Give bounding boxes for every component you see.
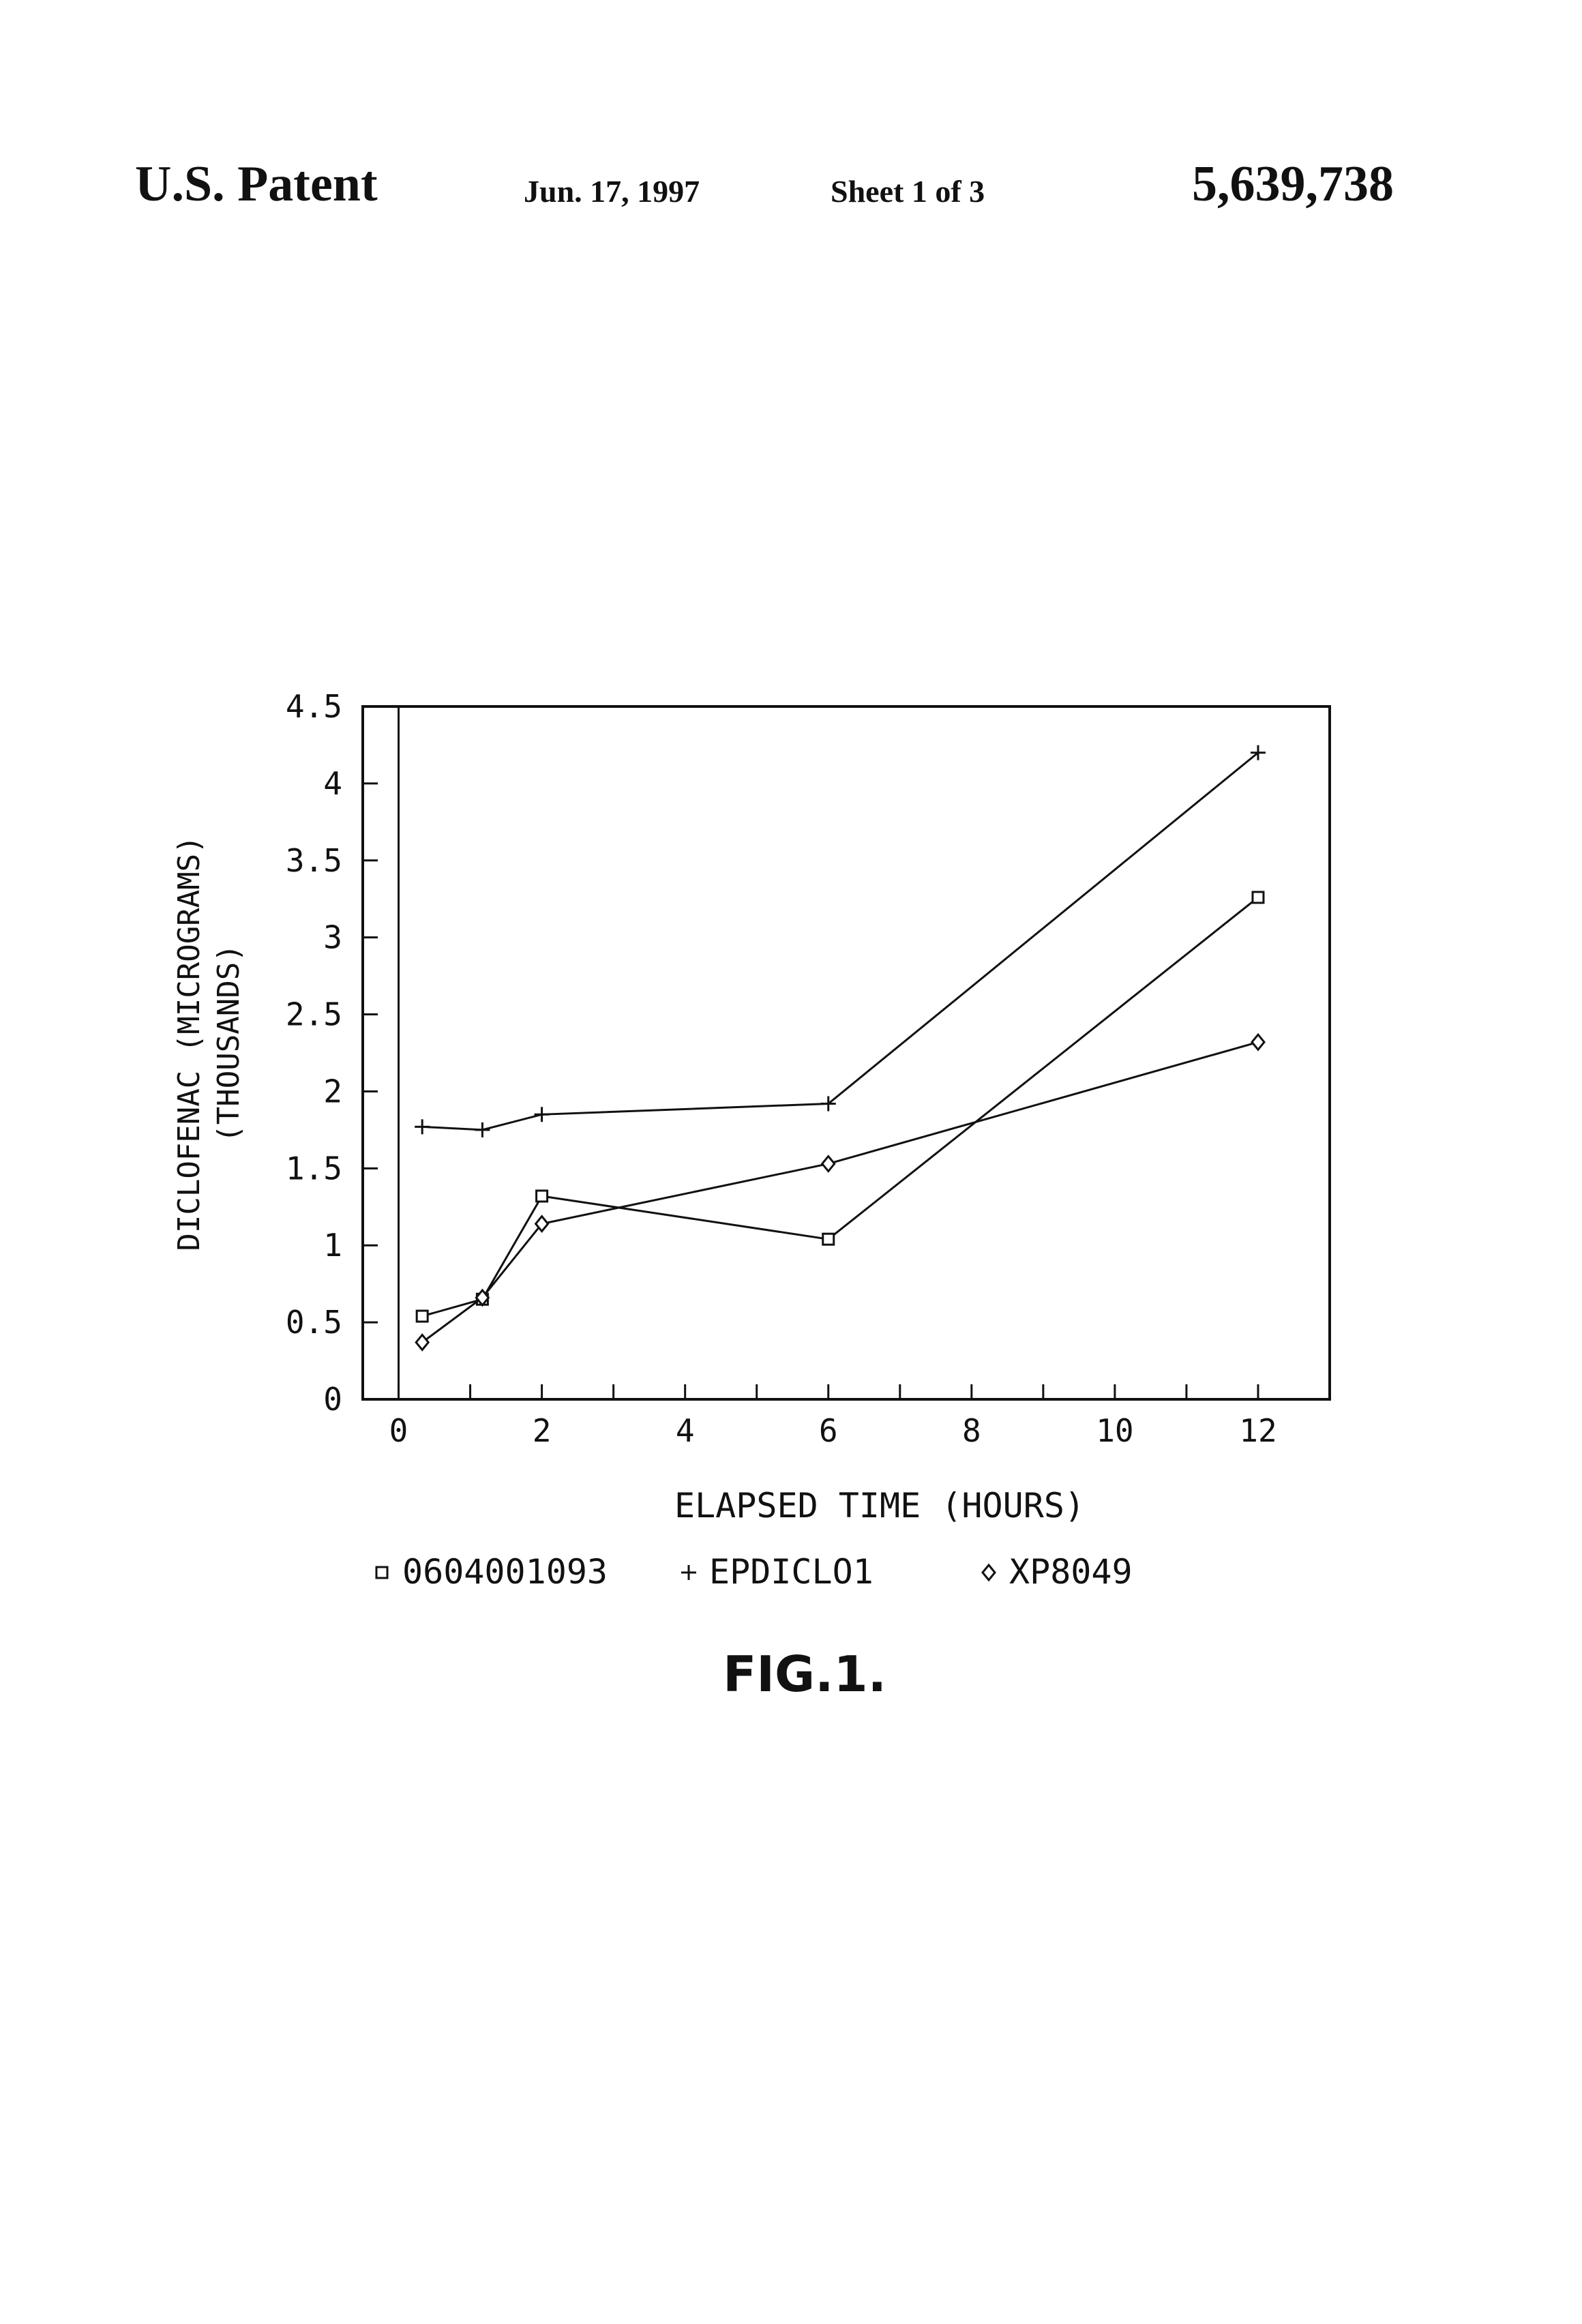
chart-legend: 0604001093 EPDICLO1 XP8049: [376, 1552, 1133, 1592]
y-tick-label: 1: [323, 1227, 342, 1264]
x-tick-label: 8: [962, 1412, 981, 1449]
data-point-diamond: [1252, 1034, 1264, 1049]
x-axis-label: ELAPSED TIME (HOURS): [674, 1486, 1085, 1525]
y-tick-label: 4: [323, 765, 342, 802]
y-tick-label: 0: [323, 1381, 342, 1418]
data-point-square: [537, 1191, 548, 1202]
x-tick-label: 12: [1239, 1412, 1277, 1449]
y-tick-label: 4.5: [286, 688, 342, 725]
legend-marker-plus: [681, 1565, 696, 1580]
x-tick-label: 4: [676, 1412, 695, 1449]
y-tick-label: 1.5: [286, 1150, 342, 1187]
data-point-plus: [535, 1107, 550, 1122]
data-point-square: [1253, 892, 1264, 903]
legend-marker-diamond: [983, 1565, 995, 1580]
legend-label: XP8049: [1009, 1552, 1133, 1592]
data-point-plus: [475, 1122, 490, 1137]
data-point-square: [417, 1311, 428, 1322]
data-point-diamond: [822, 1157, 835, 1172]
chart-series: [415, 745, 1266, 1350]
plot-frame: [363, 706, 1330, 1399]
legend-label: EPDICLO1: [709, 1552, 874, 1592]
y-axis-label: DICLOFENAC (MICROGRAMS): [172, 835, 207, 1251]
figure-label: FIG.1.: [723, 1645, 886, 1703]
legend-label: 0604001093: [402, 1552, 608, 1592]
data-point-square: [823, 1234, 834, 1245]
x-tick-label: 0: [389, 1412, 408, 1449]
x-tick-label: 6: [819, 1412, 838, 1449]
chart-axes: [363, 706, 1330, 1399]
y-tick-label: 3: [323, 919, 342, 956]
y-tick-label: 3.5: [286, 842, 342, 879]
data-point-plus: [415, 1119, 430, 1134]
x-axis-ticks: 0 2 4 6 8 10 12: [389, 1384, 1277, 1449]
y-axis-label-units: (THOUSANDS): [211, 944, 246, 1142]
y-tick-label: 0.5: [286, 1304, 342, 1341]
y-tick-label: 2: [323, 1073, 342, 1109]
legend-marker-square: [376, 1567, 387, 1578]
x-tick-label: 2: [533, 1412, 552, 1449]
x-tick-label: 10: [1096, 1412, 1133, 1449]
series-line-0604001093: [422, 897, 1258, 1316]
series-line-EPDICLO1: [422, 753, 1258, 1130]
y-tick-label: 2.5: [286, 996, 342, 1033]
data-point-diamond: [416, 1335, 428, 1350]
